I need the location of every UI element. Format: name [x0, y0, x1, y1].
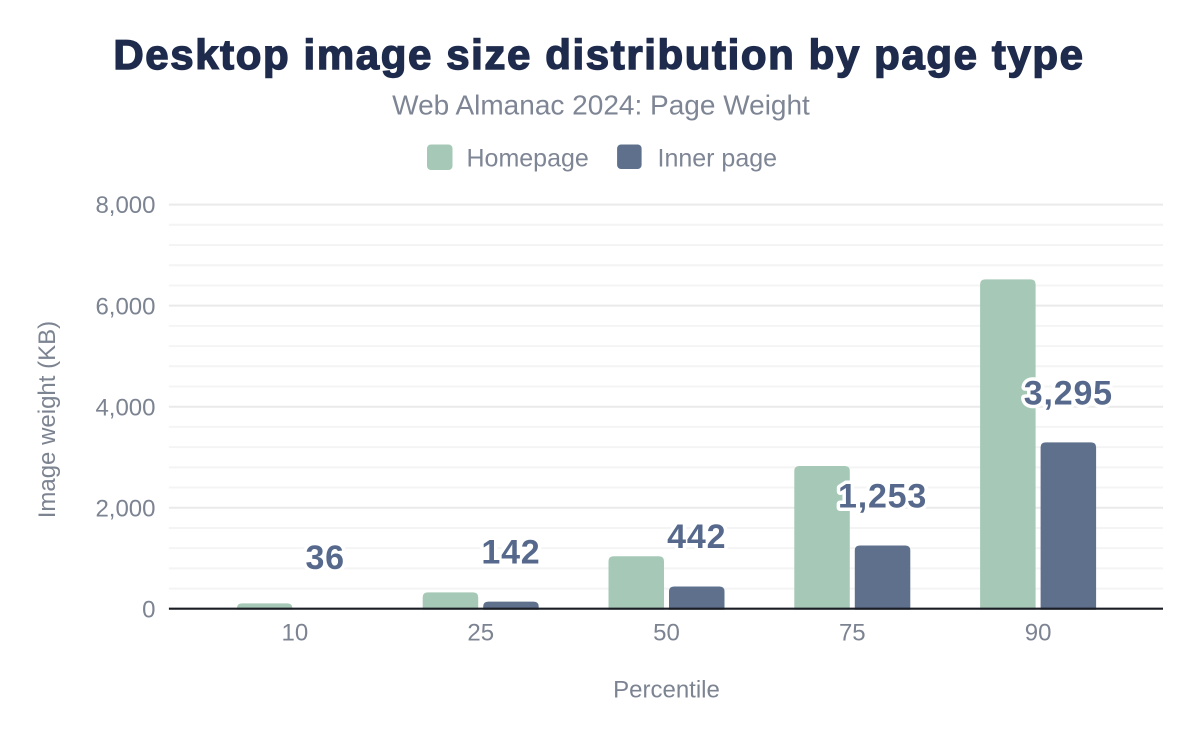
- svg-text:90: 90: [1025, 619, 1052, 646]
- svg-text:0: 0: [142, 596, 155, 623]
- svg-text:Percentile: Percentile: [613, 677, 720, 704]
- svg-text:75: 75: [839, 619, 866, 646]
- svg-text:10: 10: [282, 619, 309, 646]
- svg-text:3,295: 3,295: [1024, 374, 1113, 412]
- svg-text:6,000: 6,000: [95, 293, 155, 320]
- svg-text:Homepage: Homepage: [467, 144, 589, 172]
- svg-text:Image weight (KB): Image weight (KB): [34, 321, 61, 518]
- svg-text:8,000: 8,000: [95, 192, 155, 219]
- svg-text:36: 36: [305, 539, 344, 577]
- svg-text:142: 142: [481, 533, 540, 571]
- svg-text:Web Almanac 2024: Page Weight: Web Almanac 2024: Page Weight: [392, 90, 810, 121]
- svg-text:1,253: 1,253: [838, 478, 927, 516]
- svg-text:50: 50: [653, 619, 680, 646]
- svg-text:Desktop image size distributio: Desktop image size distribution by page …: [113, 31, 1084, 78]
- svg-text:4,000: 4,000: [95, 394, 155, 421]
- svg-text:442: 442: [667, 518, 726, 556]
- svg-text:25: 25: [467, 619, 494, 646]
- svg-text:2,000: 2,000: [95, 495, 155, 522]
- svg-text:Inner page: Inner page: [658, 144, 778, 172]
